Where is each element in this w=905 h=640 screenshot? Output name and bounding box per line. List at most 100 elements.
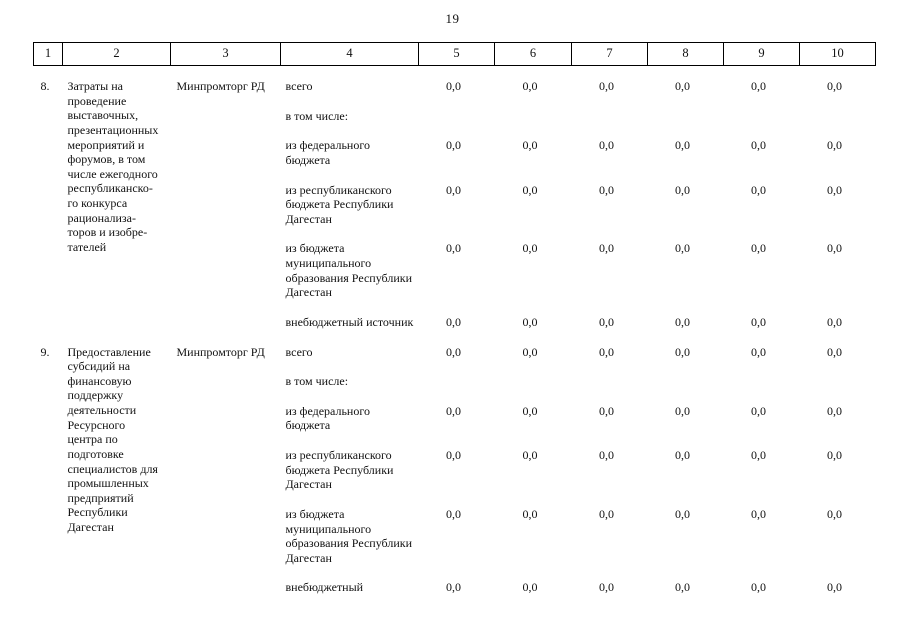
value-cell: 0,0 [599,241,614,256]
table-row: в том числе: [34,106,876,136]
value-cell: 0,0 [675,138,690,153]
table-row: из федерального бюджета 0,0 0,0 0,0 0,0 0,0 0,… [34,401,876,445]
value-cell: 0,0 [522,448,538,462]
table-header: 1 2 3 4 5 6 7 8 9 10 [33,42,876,66]
value-cell: 0,0 [751,182,766,197]
value-cell: 0,0 [827,138,842,153]
funding-source-label: всего [285,79,313,93]
table-row: из бюджета муниципального образования Ре… [34,504,876,578]
table-row: в том числе: [34,371,876,401]
funding-source-label: из федерального бюджета [285,403,370,433]
value-cell: 0,0 [599,506,614,521]
value-cell: 0,0 [522,138,538,153]
value-cell: 0,0 [599,448,614,462]
value-cell: 0,0 [827,182,842,197]
value-cell: 0,0 [599,344,614,359]
column-number-cell: 2 [62,42,171,66]
table-row: из республиканского бюджета Республики Д… [34,445,876,504]
value-cell: 0,0 [599,403,614,418]
value-cell [648,371,724,401]
value-cell: 0,0 [522,403,538,418]
value-cell: 0,0 [827,241,842,256]
value-cell: 0,0 [751,580,766,595]
value-cell: 0,0 [522,182,538,197]
value-cell: 0,0 [675,79,690,93]
row-number: 8. [40,79,50,93]
value-cell [419,106,495,136]
value-cell: 0,0 [446,448,461,462]
table-row: 8. Затраты на проведение выставочных, пре… [34,66,876,254]
value-cell: 0,0 [751,79,766,93]
value-cell: 0,0 [522,79,538,93]
value-cell [800,106,876,136]
column-number-cell: 5 [418,42,495,66]
value-cell: 0,0 [751,138,766,153]
row-number: 9. [40,344,50,359]
value-cell: 0,0 [675,314,690,329]
value-cell: 0,0 [751,314,766,329]
funding-source-label: из республиканского бюджета Республики Д… [285,448,394,492]
table-row: внебюджетный источник 0,0 0,0 0,0 0,0 0,0 0,0 [34,312,876,342]
value-cell: 0,0 [599,580,614,595]
value-cell: 0,0 [446,138,461,153]
value-cell: 0,0 [522,506,538,521]
column-number-cell: 3 [170,42,281,66]
value-cell: 0,0 [446,314,461,329]
value-cell [572,371,648,401]
value-cell: 0,0 [827,448,842,462]
value-cell: 0,0 [751,344,766,359]
value-cell: 0,0 [599,79,614,93]
value-cell: 0,0 [522,344,538,359]
value-cell: 0,0 [675,344,690,359]
budget-table: 1 2 3 4 5 6 7 8 9 10 8. Затраты на проведение выст… [33,42,876,607]
table-row: из федерального бюджета 0,0 0,0 0,0 0,0 0,0 0,… [34,135,876,179]
value-cell: 0,0 [599,182,614,197]
value-cell: 0,0 [446,580,461,595]
page-number: 19 [445,11,460,26]
value-cell: 0,0 [675,241,690,256]
value-cell: 0,0 [675,403,690,418]
value-cell: 0,0 [446,79,461,93]
value-cell: 0,0 [827,79,842,93]
value-cell: 0,0 [599,314,614,329]
value-cell: 0,0 [675,580,690,595]
value-cell: 0,0 [675,182,690,197]
funding-source-label: внебюджетный [285,580,364,595]
value-cell: 0,0 [446,182,461,197]
value-cell: 0,0 [446,506,461,521]
column-number-row: 1 2 3 4 5 6 7 8 9 10 [33,42,876,66]
value-cell: 0,0 [827,580,842,595]
value-cell: 0,0 [751,241,766,256]
value-cell: 0,0 [446,241,461,256]
value-cell: 0,0 [446,344,461,359]
value-cell: 0,0 [599,138,614,153]
value-cell [495,106,572,136]
value-cell: 0,0 [827,403,842,418]
value-cell: 0,0 [675,448,690,462]
funding-source-label: из бюджета муниципального образования Ре… [285,506,413,565]
value-cell: 0,0 [522,241,538,256]
column-number-cell: 9 [723,42,800,66]
funding-source-label: в том числе: [285,108,349,123]
value-cell [495,371,572,401]
column-number-cell: 10 [799,42,876,66]
funding-source-label: в том числе: [285,374,349,389]
column-number-cell: 7 [571,42,648,66]
value-cell: 0,0 [751,506,766,521]
value-cell: 0,0 [675,506,690,521]
value-cell [800,371,876,401]
row-title: Затраты на проведение выставочных, презе… [67,79,159,254]
value-cell [648,106,724,136]
row-agency: Минпромторг РД [176,79,265,93]
value-cell: 0,0 [522,580,538,595]
value-cell: 0,0 [827,314,842,329]
value-cell [724,106,800,136]
column-number-cell: 4 [280,42,419,66]
column-number-cell: 8 [647,42,724,66]
table-row: внебюджетный 0,0 0,0 0,0 0,0 0,0 0,0 [34,577,876,607]
column-number-cell: 6 [494,42,572,66]
value-cell: 0,0 [827,506,842,521]
funding-source-label: из республиканского бюджета Республики Д… [285,182,394,226]
table-row: из республиканского бюджета Республики Д… [34,180,876,239]
